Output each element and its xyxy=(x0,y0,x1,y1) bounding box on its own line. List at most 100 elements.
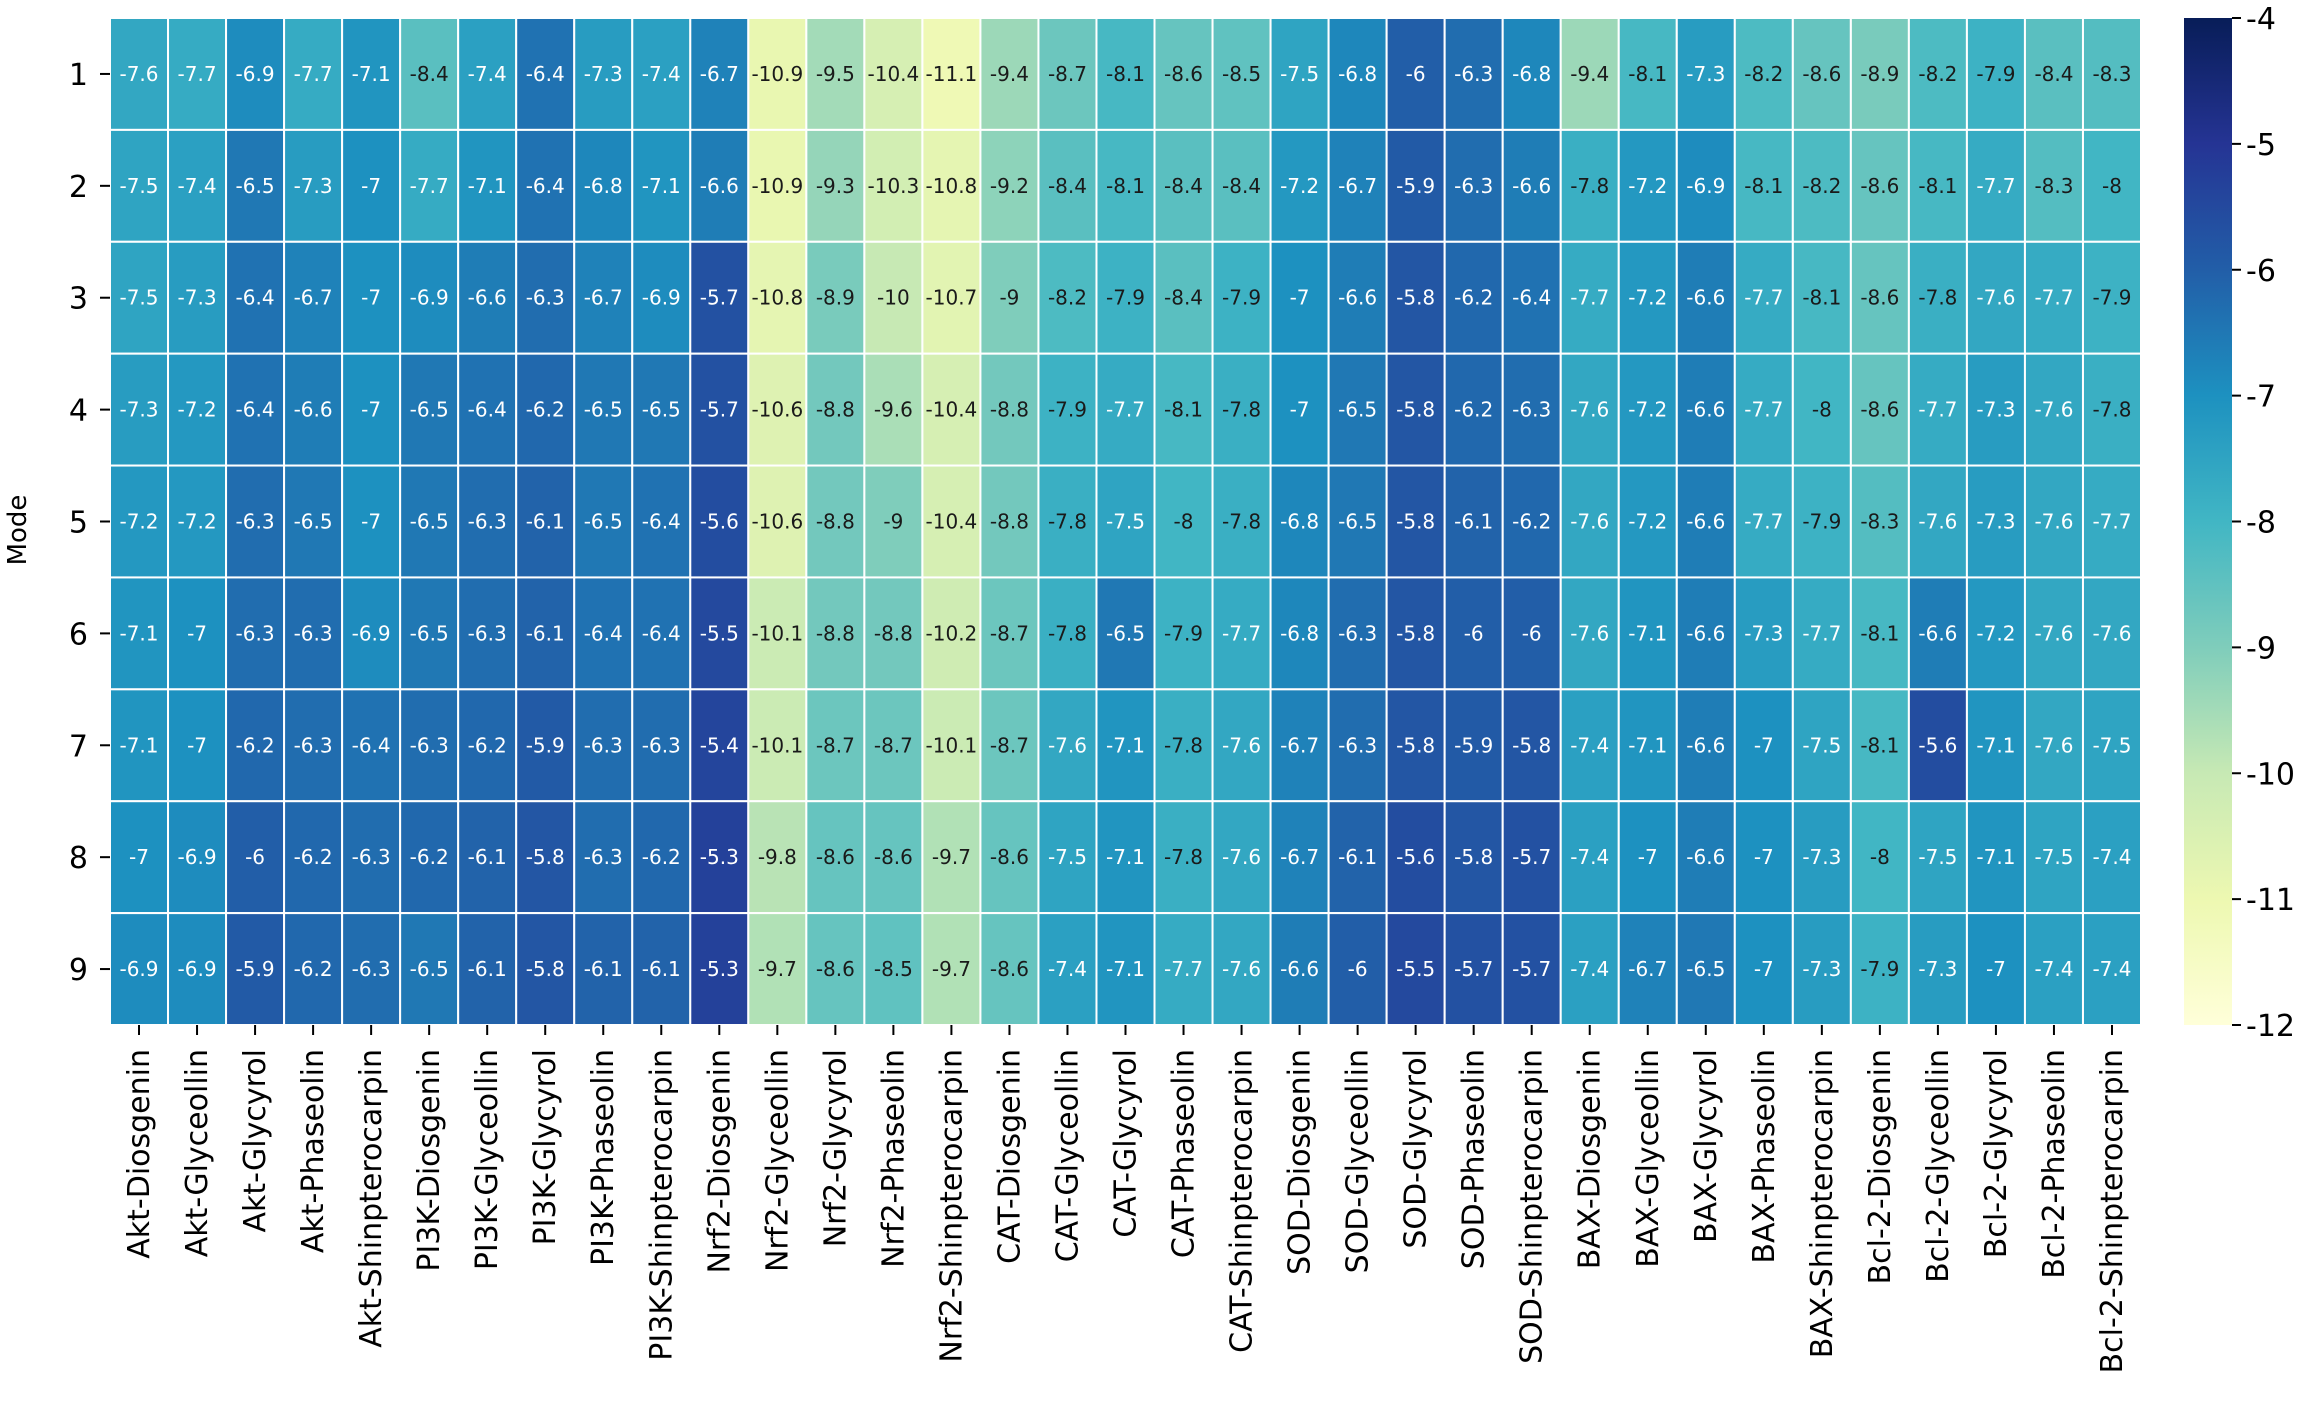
cell-value-label: -10.1 xyxy=(926,733,978,757)
cell-value-label: -7.1 xyxy=(1106,733,1145,757)
cell-value-label: -7.8 xyxy=(2092,398,2131,422)
cell-value-label: -8.4 xyxy=(1164,286,1203,310)
heatmap-cell xyxy=(1733,128,1794,243)
cell-value-label: -7.8 xyxy=(1222,398,1261,422)
heatmap-cell xyxy=(747,800,808,915)
heatmap-cell xyxy=(1153,352,1214,467)
cell-value-label: -5.8 xyxy=(526,957,565,981)
heatmap-cell xyxy=(979,912,1040,1026)
heatmap-cell xyxy=(341,240,402,355)
heatmap-cell xyxy=(1791,800,1852,915)
cell-value-label: -6.3 xyxy=(352,845,391,869)
column-tick-label: Nrf2-Shinpterocarpin xyxy=(934,1049,969,1363)
colorbar-tick-label: -9 xyxy=(2246,631,2276,666)
heatmap-cell xyxy=(863,240,924,355)
cell-value-label: -6.6 xyxy=(1686,286,1725,310)
column-tick-label: Bcl-2-Glycyrol xyxy=(1979,1049,2014,1258)
cell-value-label: -7.7 xyxy=(1164,957,1203,981)
heatmap-cell xyxy=(631,352,692,467)
cell-value-label: -5.9 xyxy=(1396,174,1435,198)
cell-value-label: -7.3 xyxy=(1976,398,2015,422)
cell-value-label: -7.6 xyxy=(1976,286,2015,310)
heatmap-cell xyxy=(1849,128,1910,243)
cell-value-label: -6.7 xyxy=(700,62,739,86)
cell-value-label: -6.8 xyxy=(1280,621,1319,645)
heatmap-cell xyxy=(283,688,344,803)
cell-value-label: -6.5 xyxy=(410,621,449,645)
heatmap-cell xyxy=(1327,17,1388,131)
cell-value-label: -6.5 xyxy=(294,510,333,534)
cell-value-label: -8.1 xyxy=(1860,733,1899,757)
cell-value-label: -7.5 xyxy=(1280,62,1319,86)
cell-value-label: -7.5 xyxy=(2092,733,2131,757)
cell-value-label: -9.7 xyxy=(758,957,797,981)
heatmap-cell xyxy=(1443,128,1504,243)
heatmap-cell xyxy=(1327,688,1388,803)
cell-value-label: -8.3 xyxy=(2092,62,2131,86)
cell-value-label: -7.8 xyxy=(1048,621,1087,645)
column-tick-label: Bcl-2-Glyceollin xyxy=(1921,1049,1956,1283)
cell-value-label: -8.1 xyxy=(1860,621,1899,645)
cell-value-label: -6.5 xyxy=(410,957,449,981)
heatmap-cell xyxy=(1559,240,1620,355)
cell-value-label: -7 xyxy=(361,286,381,310)
column-tick-label: Bcl-2-Shinpterocarpin xyxy=(2095,1049,2130,1373)
cell-value-label: -7.7 xyxy=(1744,286,1783,310)
heatmap-cell xyxy=(1037,352,1098,467)
cell-value-label: -7.7 xyxy=(2092,510,2131,534)
cell-value-label: -6.6 xyxy=(700,174,739,198)
cell-value-label: -6.7 xyxy=(584,286,623,310)
column-tick-label: SOD-Shinpterocarpin xyxy=(1515,1049,1550,1364)
heatmap-cell xyxy=(167,688,228,803)
heatmap-cell xyxy=(457,352,518,467)
heatmap-cell xyxy=(109,128,170,243)
heatmap-cell xyxy=(109,576,170,691)
cell-value-label: -7.1 xyxy=(1106,957,1145,981)
heatmap-cell xyxy=(283,240,344,355)
column-tick-label: BAX-Glycyrol xyxy=(1689,1049,1724,1243)
column-tick-label: Akt-Glyceollin xyxy=(180,1049,215,1257)
cell-value-label: -7.5 xyxy=(1802,733,1841,757)
cell-value-label: -7.6 xyxy=(2034,510,2073,534)
cell-value-label: -7.2 xyxy=(1976,621,2015,645)
heatmap-cell xyxy=(1501,240,1562,355)
cell-value-label: -9.3 xyxy=(816,174,855,198)
cell-value-label: -6.2 xyxy=(1454,398,1493,422)
cell-value-label: -6 xyxy=(245,845,265,869)
heatmap-cell xyxy=(167,800,228,915)
heatmap-cell xyxy=(979,464,1040,579)
heatmap-cell xyxy=(689,240,750,355)
heatmap-cell xyxy=(1385,17,1446,131)
cell-value-label: -8.1 xyxy=(1164,398,1203,422)
heatmap-cell xyxy=(457,128,518,243)
heatmap-cell xyxy=(1211,128,1272,243)
cell-value-label: -10.4 xyxy=(926,510,978,534)
cell-value-label: -6.4 xyxy=(236,398,275,422)
cell-value-label: -9 xyxy=(999,286,1019,310)
column-tick-label: CAT-Shinpterocarpin xyxy=(1225,1049,1260,1353)
cell-value-label: -7.6 xyxy=(2034,398,2073,422)
cell-value-label: -6.9 xyxy=(178,957,217,981)
cell-value-label: -7 xyxy=(1290,398,1310,422)
cell-value-label: -7.6 xyxy=(2092,621,2131,645)
cell-value-label: -8.9 xyxy=(816,286,855,310)
cell-value-label: -10.2 xyxy=(926,621,978,645)
cell-value-label: -6.3 xyxy=(236,621,275,645)
heatmap-cell xyxy=(1617,576,1678,691)
cell-value-label: -7.8 xyxy=(1222,510,1261,534)
cell-value-label: -8.7 xyxy=(990,621,1029,645)
heatmap-cell xyxy=(167,128,228,243)
row-tick-label: 7 xyxy=(69,729,88,764)
cell-value-label: -6.2 xyxy=(1512,510,1551,534)
cell-value-label: -6 xyxy=(1348,957,1368,981)
cell-value-label: -6.5 xyxy=(1686,957,1725,981)
cell-value-label: -6.9 xyxy=(1686,174,1725,198)
heatmap-cell xyxy=(573,464,634,579)
cell-value-label: -6.2 xyxy=(526,398,565,422)
cell-value-label: -7.5 xyxy=(119,174,158,198)
column-tick-label: BAX-Diosgenin xyxy=(1573,1049,1608,1269)
cell-value-label: -8 xyxy=(1174,510,1194,534)
column-tick-label: CAT-Glycyrol xyxy=(1109,1049,1144,1238)
heatmap-cell xyxy=(1153,912,1214,1026)
cell-value-label: -6.1 xyxy=(468,845,507,869)
